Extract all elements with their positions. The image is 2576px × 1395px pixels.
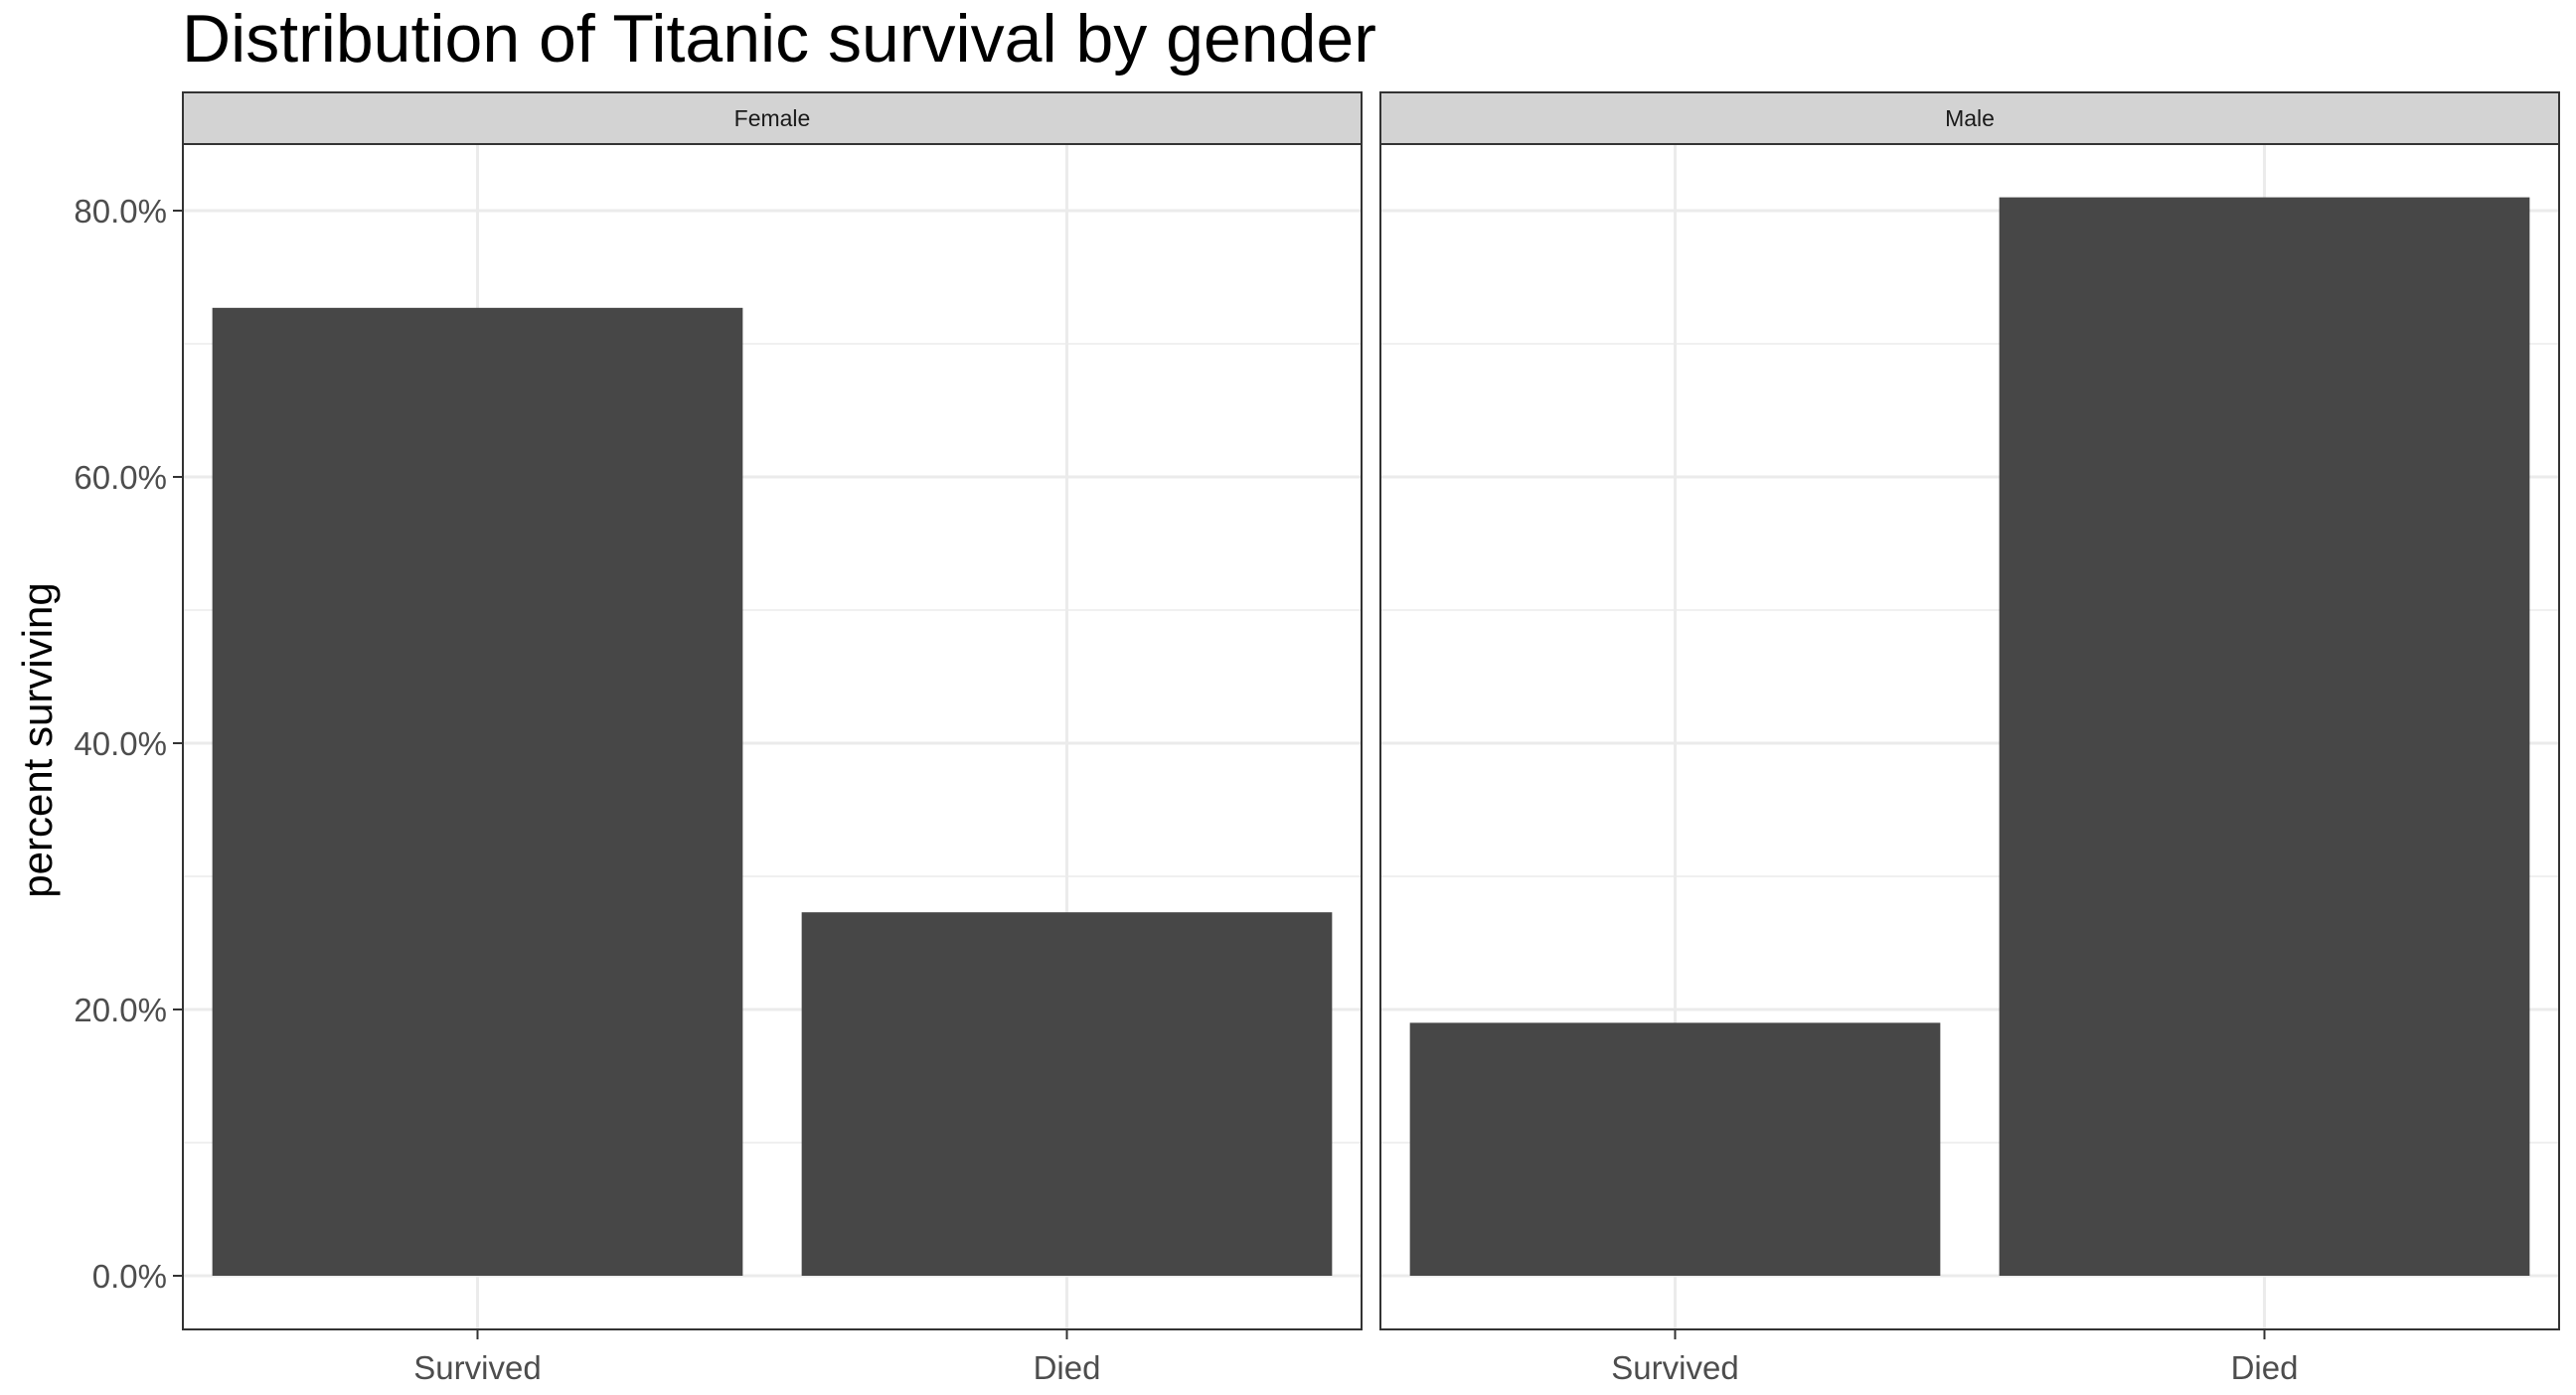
facet-strip-label: Female <box>734 105 811 131</box>
panel-border <box>1379 143 2560 1330</box>
x-tick-label: Died <box>1034 1349 1101 1386</box>
y-tick-label: 20.0% <box>74 992 167 1028</box>
bar-male-survived <box>1409 1022 1941 1276</box>
panel-female: Female Survived Died <box>182 91 1363 1386</box>
facet-strip-label: Male <box>1945 105 1995 131</box>
facet-strip <box>182 91 1363 145</box>
bar-female-died <box>801 912 1333 1276</box>
y-tick-label: 40.0% <box>74 725 167 762</box>
facet-panels: Female Survived Died Male Survived Died 0.0% 20… <box>74 91 2560 1386</box>
y-tick-label: 0.0% <box>92 1258 167 1295</box>
x-tick-label: Died <box>2231 1349 2299 1386</box>
bar-male-died <box>1999 197 2530 1277</box>
facet-strip <box>1379 91 2560 145</box>
chart-title: Distribution of Titanic survival by gend… <box>182 1 1376 77</box>
x-tick-label: Survived <box>413 1349 541 1386</box>
y-tick-label: 60.0% <box>74 459 167 496</box>
panel-male: Male Survived Died <box>1379 91 2560 1386</box>
bar-female-survived <box>212 307 743 1276</box>
panel-border <box>182 143 1363 1330</box>
y-tick-label: 80.0% <box>74 193 167 230</box>
y-axis-label: percent surviving <box>14 582 61 897</box>
y-axis: 0.0% 20.0% 40.0% 60.0% 80.0% <box>74 193 183 1295</box>
x-tick-label: Survived <box>1611 1349 1738 1386</box>
